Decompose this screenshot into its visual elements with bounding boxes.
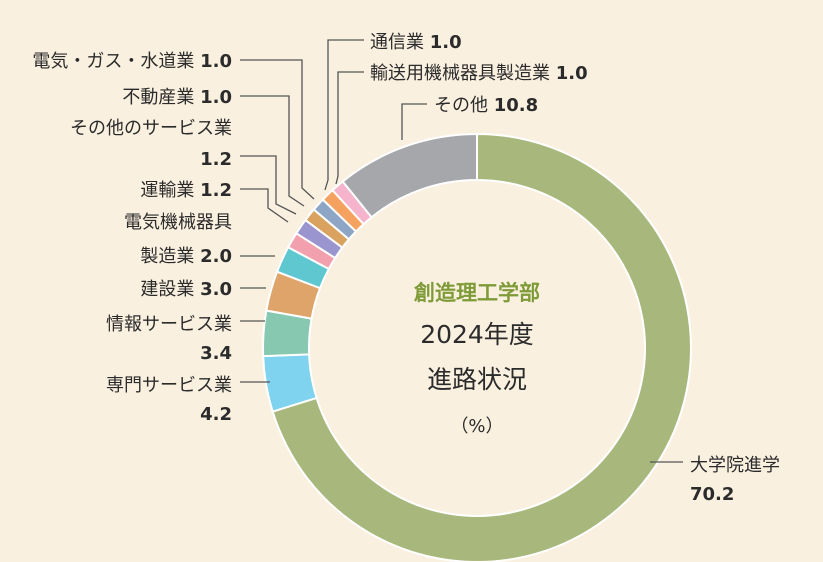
slice-label-text-7: 不動産業 bbox=[122, 87, 194, 108]
slice-label-3-line-0: 建設業 3.0 bbox=[140, 279, 232, 300]
slice-value-11: 10.8 bbox=[494, 95, 538, 116]
slice-value-7: 1.0 bbox=[200, 87, 232, 108]
slice-11 bbox=[341, 132, 478, 219]
leader-line-11 bbox=[401, 103, 427, 140]
leader-lines-group bbox=[240, 39, 683, 463]
slice-value-0: 70.2 bbox=[690, 484, 734, 505]
slice-label-text-5: 運輸業 bbox=[140, 180, 194, 201]
chart-unit: （%） bbox=[450, 416, 503, 437]
slice-value-3: 3.0 bbox=[200, 279, 232, 300]
slice-value-1: 4.2 bbox=[200, 404, 232, 425]
slice-label-11-line-0: その他 10.8 bbox=[434, 95, 538, 116]
leader-line-7 bbox=[240, 95, 305, 207]
chart-subtitle-year: 2024年度 bbox=[420, 320, 534, 349]
slice-label-text-3: 建設業 bbox=[140, 279, 194, 300]
slice-label-1-line-0: 専門サービス業 bbox=[106, 375, 232, 396]
slice-value-6: 1.2 bbox=[200, 149, 232, 170]
leader-line-8 bbox=[240, 59, 315, 200]
slice-label-2-line-0: 情報サービス業 bbox=[106, 314, 232, 335]
slice-value-2: 3.4 bbox=[200, 343, 232, 364]
slice-value-4: 2.0 bbox=[200, 246, 232, 267]
slice-label-1-line-1: 4.2 bbox=[200, 404, 232, 425]
slice-label-text-2: 情報サービス業 bbox=[106, 314, 232, 335]
leader-line-5 bbox=[240, 188, 289, 223]
slice-label-6-line-1: 1.2 bbox=[200, 149, 232, 170]
leader-line-6 bbox=[240, 155, 297, 215]
slice-label-text-11: その他 bbox=[434, 95, 488, 116]
slice-label-text-4: 製造業 bbox=[140, 246, 194, 267]
slice-value-9: 1.0 bbox=[430, 32, 462, 53]
slice-0 bbox=[271, 132, 692, 562]
slice-value-10: 1.0 bbox=[556, 63, 588, 84]
slice-label-text-8: 電気・ガス・水道業 bbox=[32, 51, 194, 72]
slice-label-4-line-0: 電気機械器具 bbox=[124, 212, 232, 233]
slice-label-text-0: 大学院進学 bbox=[690, 455, 780, 476]
slice-label-0-line-1: 70.2 bbox=[690, 484, 734, 505]
slice-label-10-line-0: 輸送用機械器具製造業 1.0 bbox=[370, 63, 588, 84]
slice-label-text-9: 通信業 bbox=[370, 32, 424, 53]
slice-label-text-6: その他のサービス業 bbox=[70, 118, 232, 139]
leader-line-10 bbox=[335, 71, 364, 185]
slice-label-2-line-1: 3.4 bbox=[200, 343, 232, 364]
chart-title: 創造理工学部 bbox=[414, 281, 540, 305]
slice-label-0-line-0: 大学院進学 bbox=[690, 455, 780, 476]
slice-labels-group: 大学院進学 70.2 専門サービス業 4.2 情報サービス業 3.4 建設業 3.0 電気機械… bbox=[32, 32, 780, 505]
slices-group bbox=[262, 132, 692, 562]
slice-value-5: 1.2 bbox=[200, 180, 232, 201]
slice-value-8: 1.0 bbox=[200, 51, 232, 72]
slice-label-text-10: 輸送用機械器具製造業 bbox=[370, 63, 550, 84]
chart-subtitle-status: 進路状況 bbox=[427, 365, 527, 394]
slice-label-8-line-0: 電気・ガス・水道業 1.0 bbox=[32, 51, 232, 72]
slice-label-7-line-0: 不動産業 1.0 bbox=[122, 87, 232, 108]
slice-label-4-line-1: 製造業 2.0 bbox=[140, 246, 232, 267]
slice-label-6-line-0: その他のサービス業 bbox=[70, 118, 232, 139]
leader-line-9 bbox=[324, 39, 364, 191]
slice-label-9-line-0: 通信業 1.0 bbox=[370, 32, 462, 53]
slice-label-text-1: 専門サービス業 bbox=[106, 375, 232, 396]
slice-label-5-line-0: 運輸業 1.2 bbox=[140, 180, 232, 201]
